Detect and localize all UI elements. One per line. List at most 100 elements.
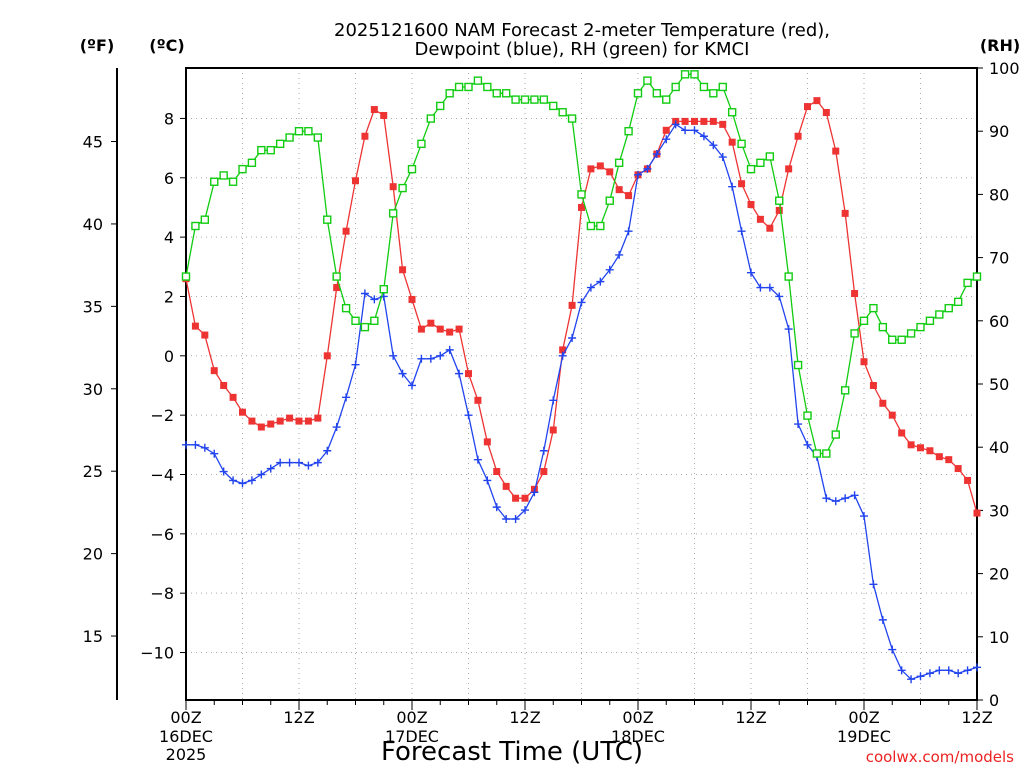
rh-point [737,139,746,149]
rh-point [888,335,897,344]
x-tick-label: 00Z [622,708,653,727]
temperature-point [879,399,887,407]
dewpoint-point [794,420,803,429]
dewpoint-point [605,265,614,274]
fahrenheit-tick-label: 30 [83,380,103,399]
rh-point [219,171,228,180]
rh-point [511,95,520,104]
temperature-point [700,117,708,125]
fahrenheit-tick-label: 25 [83,462,103,481]
dewpoint-point [841,494,850,503]
temperature-point [276,417,284,425]
rh-point [549,101,558,111]
rh-point [200,215,210,224]
dewpoint-point [709,141,718,150]
dewpoint-point [521,506,529,515]
dewpoint-point [191,440,200,449]
dewpoint-point [662,135,671,144]
dewpoint-point [266,464,275,473]
temperature-point [389,183,397,191]
x-tick-label: 00Z [170,708,201,727]
dewpoint-point [549,396,558,405]
temperature-point [888,411,896,419]
rh-point [191,221,200,231]
dewpoint-point [973,663,981,672]
temperature-point [512,494,520,502]
rh-point [803,411,812,420]
rh-point [294,126,304,136]
temperature-point [465,370,472,378]
data-series [181,70,982,684]
rh-point [869,303,878,313]
dewpoint-point [398,369,407,378]
temperature-point [596,162,604,170]
dewpoint-point [963,666,972,675]
temperature-point [935,453,943,461]
temperature-point [869,381,877,389]
dewpoint-point [850,491,859,500]
dewpoint-point [803,440,812,449]
x-tick-label: 00Z [848,708,879,727]
rh-point [614,158,624,168]
dewpoint-point [285,458,294,467]
rh-point [652,89,662,98]
temperature-point [417,325,425,333]
temperature-point [474,396,482,404]
rh-point [963,278,972,288]
fahrenheit-tick-label: 45 [83,133,103,152]
dewpoint-point [389,351,398,360]
temperature-point [841,209,849,217]
temperature-point [568,301,576,309]
axis-labels: −10−8−6−4−202468152025303540450102030405… [83,59,1020,764]
rh-point [370,316,379,325]
dewpoint-point [577,298,586,307]
celsius-tick-label: 2 [164,287,174,306]
rh-point [360,322,370,332]
temperature-point [860,358,868,366]
temperature-point [973,509,981,517]
dewpoint-point [182,440,190,449]
rh-point [906,329,916,338]
rh-point [492,89,501,98]
rh-point [793,360,803,370]
temperature-point [493,468,501,476]
rh-point [257,145,266,155]
rh-point [398,183,407,193]
rh-point [643,76,652,85]
rh-point [473,76,483,85]
rh-point [454,82,464,92]
temperature-point [822,109,830,117]
rh-point [483,82,492,92]
dewpoint-point [681,126,690,135]
rh-point [765,152,775,161]
rh-tick-label: 60 [989,312,1009,331]
temperature-point [239,408,246,416]
celsius-tick-label: 4 [164,228,174,247]
temperature-point [964,476,972,484]
temperature-point [304,417,312,425]
temperature-point [191,322,199,330]
dewpoint-point [408,381,416,390]
rh-tick-label: 90 [989,122,1009,141]
rh-point [727,108,737,117]
rh-tick-label: 40 [989,438,1009,457]
dewpoint-point [784,325,793,334]
rh-point [351,316,360,325]
dewpoint-point [332,423,341,432]
rh-point [831,430,840,439]
rh-point [520,95,530,104]
temperature-point [578,203,585,211]
temperature-point [408,295,416,303]
temperature-point [775,206,783,214]
x-tick-label: 00Z [396,708,427,727]
dewpoint-point [775,292,784,301]
temperature-point [945,456,953,464]
temperature-point [898,429,906,437]
rh-point [596,221,605,231]
temperature-point [201,331,209,339]
rh-tick-label: 0 [989,691,999,710]
rh-point [539,95,549,104]
rh-point [388,209,398,218]
celsius-tick-label: −6 [150,525,174,544]
rh-point [605,196,614,205]
